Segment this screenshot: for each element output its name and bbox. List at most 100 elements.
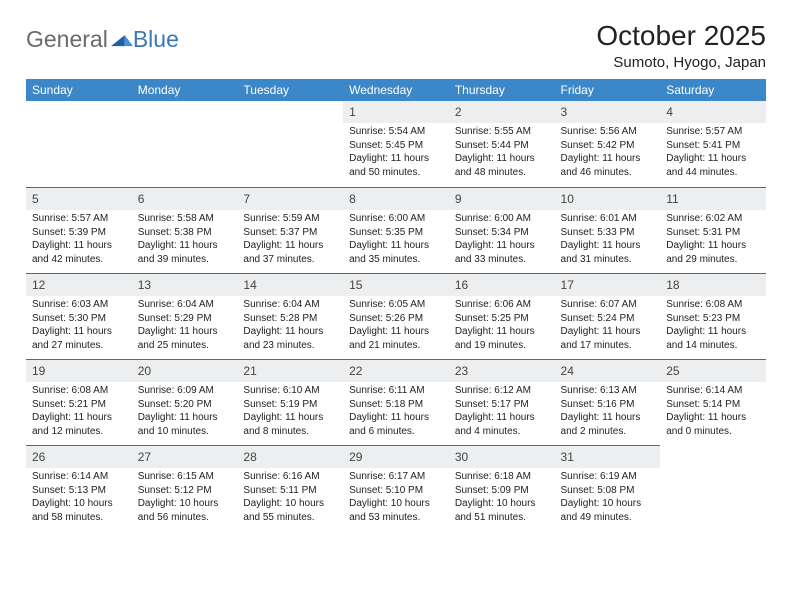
location: Sumoto, Hyogo, Japan <box>596 54 766 71</box>
day-number: 7 <box>237 187 343 210</box>
daylight-line: Daylight: 11 hours and 25 minutes. <box>138 325 232 352</box>
sunrise-line: Sunrise: 6:06 AM <box>455 298 549 312</box>
sunset-line: Sunset: 5:44 PM <box>455 139 549 153</box>
sunset-line: Sunset: 5:12 PM <box>138 484 232 498</box>
calendar-table: Sunday Monday Tuesday Wednesday Thursday… <box>26 79 766 531</box>
calendar-day-cell <box>237 101 343 187</box>
calendar-day-cell: 10Sunrise: 6:01 AMSunset: 5:33 PMDayligh… <box>555 187 661 273</box>
daylight-line: Daylight: 11 hours and 10 minutes. <box>138 411 232 438</box>
sunrise-line: Sunrise: 6:05 AM <box>349 298 443 312</box>
daylight-line: Daylight: 11 hours and 29 minutes. <box>666 239 760 266</box>
sunset-line: Sunset: 5:10 PM <box>349 484 443 498</box>
day-details: Sunrise: 6:12 AMSunset: 5:17 PMDaylight:… <box>449 382 555 442</box>
sunset-line: Sunset: 5:39 PM <box>32 226 126 240</box>
sunrise-line: Sunrise: 6:11 AM <box>349 384 443 398</box>
sunset-line: Sunset: 5:26 PM <box>349 312 443 326</box>
day-details: Sunrise: 6:02 AMSunset: 5:31 PMDaylight:… <box>660 210 766 270</box>
sunrise-line: Sunrise: 6:18 AM <box>455 470 549 484</box>
sunset-line: Sunset: 5:33 PM <box>561 226 655 240</box>
daylight-line: Daylight: 10 hours and 49 minutes. <box>561 497 655 524</box>
calendar-day-cell: 13Sunrise: 6:04 AMSunset: 5:29 PMDayligh… <box>132 273 238 359</box>
calendar-day-cell: 21Sunrise: 6:10 AMSunset: 5:19 PMDayligh… <box>237 359 343 445</box>
calendar-day-cell: 12Sunrise: 6:03 AMSunset: 5:30 PMDayligh… <box>26 273 132 359</box>
calendar-day-cell: 26Sunrise: 6:14 AMSunset: 5:13 PMDayligh… <box>26 445 132 531</box>
day-details: Sunrise: 6:07 AMSunset: 5:24 PMDaylight:… <box>555 296 661 356</box>
day-details: Sunrise: 6:04 AMSunset: 5:28 PMDaylight:… <box>237 296 343 356</box>
daylight-line: Daylight: 11 hours and 0 minutes. <box>666 411 760 438</box>
day-details: Sunrise: 5:57 AMSunset: 5:41 PMDaylight:… <box>660 123 766 183</box>
weekday-header: Tuesday <box>237 79 343 101</box>
sunset-line: Sunset: 5:37 PM <box>243 226 337 240</box>
day-details: Sunrise: 6:18 AMSunset: 5:09 PMDaylight:… <box>449 468 555 528</box>
day-details: Sunrise: 6:15 AMSunset: 5:12 PMDaylight:… <box>132 468 238 528</box>
day-number: 2 <box>449 101 555 123</box>
daylight-line: Daylight: 11 hours and 46 minutes. <box>561 152 655 179</box>
calendar-day-cell: 28Sunrise: 6:16 AMSunset: 5:11 PMDayligh… <box>237 445 343 531</box>
daylight-line: Daylight: 11 hours and 27 minutes. <box>32 325 126 352</box>
sunrise-line: Sunrise: 6:16 AM <box>243 470 337 484</box>
daylight-line: Daylight: 11 hours and 8 minutes. <box>243 411 337 438</box>
sunset-line: Sunset: 5:17 PM <box>455 398 549 412</box>
day-number: 29 <box>343 445 449 468</box>
daylight-line: Daylight: 11 hours and 4 minutes. <box>455 411 549 438</box>
sunset-line: Sunset: 5:41 PM <box>666 139 760 153</box>
sunrise-line: Sunrise: 6:17 AM <box>349 470 443 484</box>
daylight-line: Daylight: 11 hours and 19 minutes. <box>455 325 549 352</box>
day-number: 25 <box>660 359 766 382</box>
day-details: Sunrise: 6:14 AMSunset: 5:14 PMDaylight:… <box>660 382 766 442</box>
sunrise-line: Sunrise: 6:07 AM <box>561 298 655 312</box>
calendar-day-cell: 4Sunrise: 5:57 AMSunset: 5:41 PMDaylight… <box>660 101 766 187</box>
sunset-line: Sunset: 5:24 PM <box>561 312 655 326</box>
weekday-header-row: Sunday Monday Tuesday Wednesday Thursday… <box>26 79 766 101</box>
brand-logo: General Blue <box>26 26 179 53</box>
calendar-day-cell: 20Sunrise: 6:09 AMSunset: 5:20 PMDayligh… <box>132 359 238 445</box>
sunrise-line: Sunrise: 5:55 AM <box>455 125 549 139</box>
calendar-day-cell: 1Sunrise: 5:54 AMSunset: 5:45 PMDaylight… <box>343 101 449 187</box>
day-number: 1 <box>343 101 449 123</box>
day-details: Sunrise: 6:03 AMSunset: 5:30 PMDaylight:… <box>26 296 132 356</box>
daylight-line: Daylight: 11 hours and 33 minutes. <box>455 239 549 266</box>
day-number: 19 <box>26 359 132 382</box>
calendar-day-cell: 30Sunrise: 6:18 AMSunset: 5:09 PMDayligh… <box>449 445 555 531</box>
day-number: 21 <box>237 359 343 382</box>
sunrise-line: Sunrise: 5:57 AM <box>666 125 760 139</box>
day-number: 12 <box>26 273 132 296</box>
day-details: Sunrise: 6:14 AMSunset: 5:13 PMDaylight:… <box>26 468 132 528</box>
daylight-line: Daylight: 11 hours and 12 minutes. <box>32 411 126 438</box>
day-details: Sunrise: 6:00 AMSunset: 5:34 PMDaylight:… <box>449 210 555 270</box>
brand-part1: General <box>26 26 108 53</box>
day-details: Sunrise: 6:06 AMSunset: 5:25 PMDaylight:… <box>449 296 555 356</box>
daylight-line: Daylight: 11 hours and 6 minutes. <box>349 411 443 438</box>
sunrise-line: Sunrise: 6:03 AM <box>32 298 126 312</box>
sunrise-line: Sunrise: 6:13 AM <box>561 384 655 398</box>
day-details: Sunrise: 6:19 AMSunset: 5:08 PMDaylight:… <box>555 468 661 528</box>
day-number: 20 <box>132 359 238 382</box>
sunset-line: Sunset: 5:35 PM <box>349 226 443 240</box>
day-number: 22 <box>343 359 449 382</box>
sunrise-line: Sunrise: 6:00 AM <box>455 212 549 226</box>
day-details: Sunrise: 6:10 AMSunset: 5:19 PMDaylight:… <box>237 382 343 442</box>
day-number: 28 <box>237 445 343 468</box>
daylight-line: Daylight: 11 hours and 2 minutes. <box>561 411 655 438</box>
calendar-day-cell: 24Sunrise: 6:13 AMSunset: 5:16 PMDayligh… <box>555 359 661 445</box>
weekday-header: Friday <box>555 79 661 101</box>
day-details: Sunrise: 5:55 AMSunset: 5:44 PMDaylight:… <box>449 123 555 183</box>
day-number: 14 <box>237 273 343 296</box>
calendar-day-cell: 17Sunrise: 6:07 AMSunset: 5:24 PMDayligh… <box>555 273 661 359</box>
brand-mark-icon <box>111 27 133 47</box>
day-details: Sunrise: 6:08 AMSunset: 5:23 PMDaylight:… <box>660 296 766 356</box>
calendar-day-cell: 29Sunrise: 6:17 AMSunset: 5:10 PMDayligh… <box>343 445 449 531</box>
calendar-day-cell: 14Sunrise: 6:04 AMSunset: 5:28 PMDayligh… <box>237 273 343 359</box>
calendar-week-row: 5Sunrise: 5:57 AMSunset: 5:39 PMDaylight… <box>26 187 766 273</box>
calendar-week-row: 19Sunrise: 6:08 AMSunset: 5:21 PMDayligh… <box>26 359 766 445</box>
daylight-line: Daylight: 11 hours and 17 minutes. <box>561 325 655 352</box>
calendar-day-cell: 15Sunrise: 6:05 AMSunset: 5:26 PMDayligh… <box>343 273 449 359</box>
header: General Blue October 2025 Sumoto, Hyogo,… <box>26 20 766 71</box>
sunrise-line: Sunrise: 5:58 AM <box>138 212 232 226</box>
sunrise-line: Sunrise: 6:12 AM <box>455 384 549 398</box>
day-number: 8 <box>343 187 449 210</box>
day-number: 27 <box>132 445 238 468</box>
weekday-header: Saturday <box>660 79 766 101</box>
daylight-line: Daylight: 11 hours and 23 minutes. <box>243 325 337 352</box>
sunrise-line: Sunrise: 6:19 AM <box>561 470 655 484</box>
